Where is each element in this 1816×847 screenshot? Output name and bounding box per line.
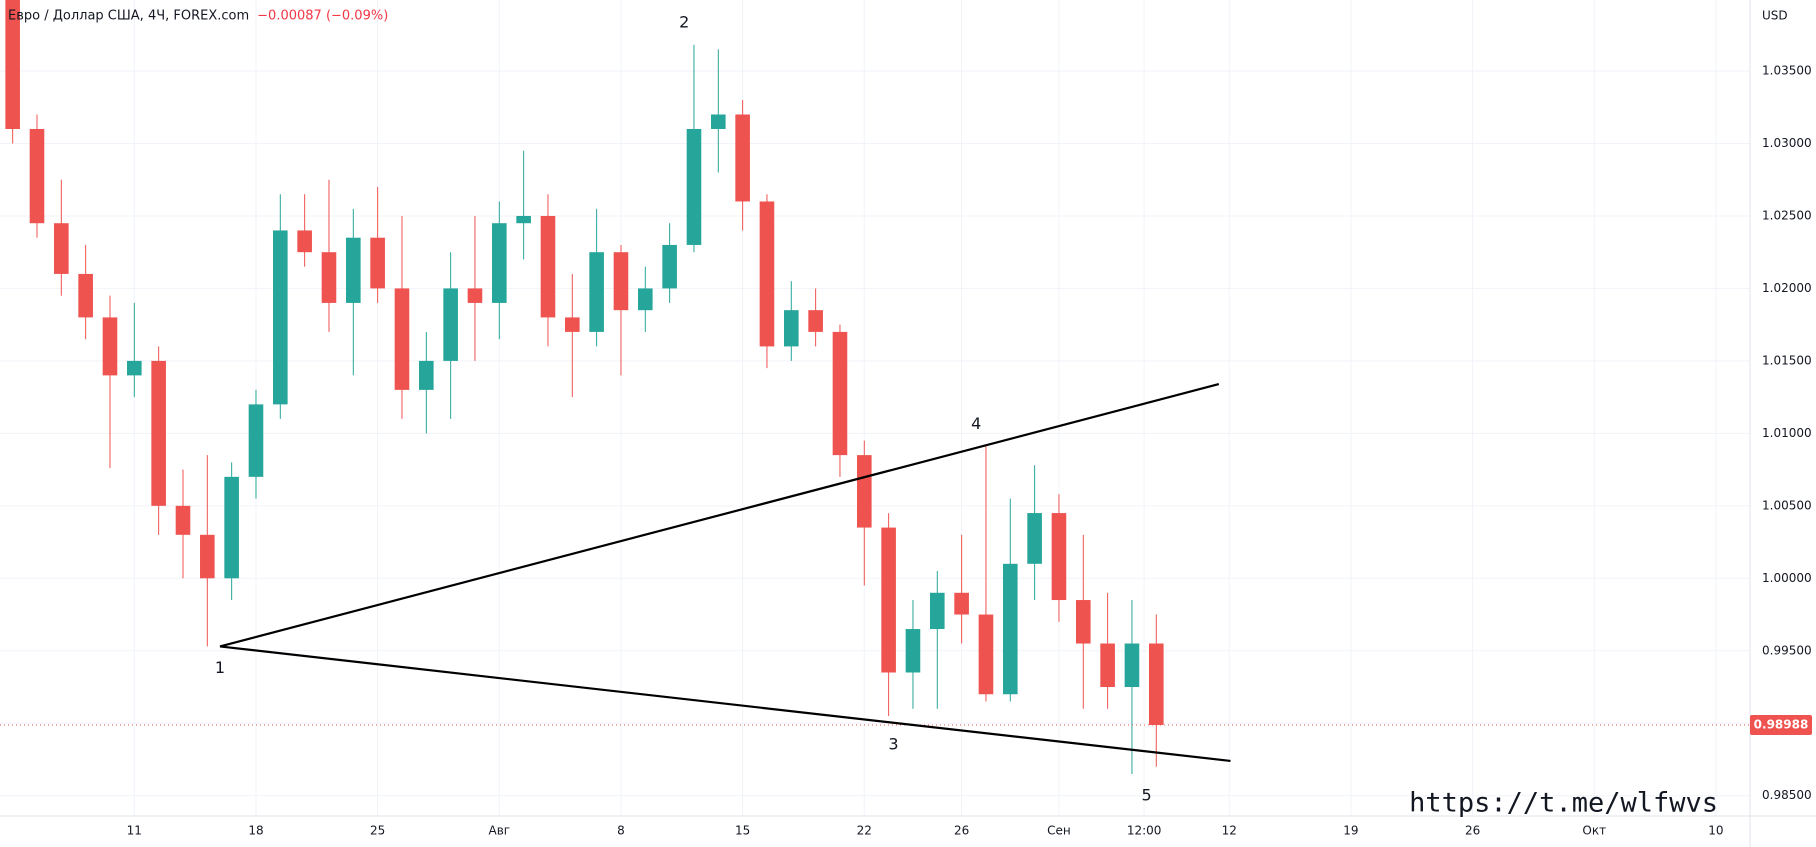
x-tick-label: 19: [1343, 824, 1358, 838]
x-tick-label: Окт: [1582, 824, 1606, 838]
x-tick-label: 8: [617, 824, 625, 838]
candle-body: [248, 404, 264, 477]
candle-body: [78, 273, 93, 318]
candle-body: [516, 215, 531, 224]
x-tick-label: 26: [1465, 824, 1480, 838]
candle-body: [1051, 513, 1067, 601]
candle-body: [102, 317, 118, 376]
x-tick-label: Сен: [1047, 824, 1071, 838]
candle-body: [832, 331, 848, 456]
x-tick-label: 22: [857, 824, 872, 838]
candle-body: [613, 252, 629, 311]
x-tick-label: 10: [1708, 824, 1723, 838]
candle-body: [443, 288, 458, 361]
y-tick-label: 1.03500: [1762, 64, 1812, 78]
candle-body: [662, 244, 677, 289]
candle-body: [54, 223, 69, 274]
y-tick-label: 0.99500: [1762, 643, 1812, 657]
wave-label: 3: [888, 735, 898, 754]
y-tick-label: 1.02500: [1762, 208, 1812, 222]
candle-body: [954, 592, 969, 615]
candle-body: [1148, 643, 1164, 725]
wave-label: 4: [971, 414, 981, 433]
candle-body: [224, 476, 239, 579]
candle-body: [638, 288, 653, 311]
y-tick-label: 1.01000: [1762, 426, 1812, 440]
watermark: https://t.me/wlfwvs: [1409, 788, 1718, 819]
y-tick-label: 1.03000: [1762, 136, 1812, 150]
x-tick-label: 25: [370, 824, 385, 838]
candle-body: [540, 215, 556, 318]
y-tick-label: 0.98500: [1762, 788, 1812, 802]
x-tick-label: 15: [735, 824, 750, 838]
last-price-label: 0.98988: [1754, 717, 1809, 731]
plot: [0, 0, 1750, 774]
candle-body: [297, 230, 312, 253]
candle-body: [346, 237, 361, 303]
candle-body: [710, 114, 726, 129]
y-tick-label: 1.00500: [1762, 498, 1812, 512]
y-tick-label: 1.02000: [1762, 281, 1812, 295]
candle-body: [929, 592, 945, 630]
candle-body: [565, 317, 580, 332]
wave-label: 1: [215, 658, 225, 677]
candle-body: [686, 128, 702, 245]
candle-body: [273, 230, 288, 405]
candle-body: [1027, 513, 1042, 564]
candle-body: [1075, 600, 1091, 644]
candle-body: [1002, 563, 1018, 695]
wave-label: 2: [679, 12, 689, 31]
candle-body: [29, 128, 45, 224]
candle-body: [808, 310, 823, 332]
y-tick-label: 1.01500: [1762, 353, 1812, 367]
candle-body: [492, 223, 507, 303]
y-tick-label: 1.00000: [1762, 571, 1812, 585]
candle-body: [419, 360, 434, 390]
candle-body: [467, 288, 483, 303]
x-tick-label: 12: [1222, 824, 1237, 838]
candle-body: [151, 360, 166, 506]
candle-body: [856, 455, 872, 528]
currency: USD: [1762, 9, 1788, 23]
candle-body: [1124, 643, 1140, 688]
x-tick-label: 12:00: [1127, 824, 1162, 838]
wave-label: 5: [1141, 785, 1151, 804]
candle-body: [881, 527, 896, 673]
x-tick-label: Авг: [489, 824, 511, 838]
candle-body: [321, 252, 337, 303]
x-tick-label: 11: [127, 824, 142, 838]
candle-body: [394, 288, 410, 390]
candle-body: [127, 360, 142, 376]
candle-body: [370, 237, 385, 289]
candle-body: [978, 614, 994, 695]
candle-body: [200, 534, 215, 579]
chart-title: Евро / Доллар США, 4Ч, FOREX.com: [8, 9, 249, 24]
last-price-box: [1750, 714, 1812, 735]
trend-line: [219, 383, 1220, 648]
trend-line: [219, 645, 1231, 763]
candle-body: [783, 310, 799, 347]
candle-body: [175, 505, 191, 535]
price-change: −0.00087 (−0.09%): [257, 9, 388, 24]
candle-body: [735, 114, 750, 202]
candle-body: [1100, 643, 1115, 688]
candle-body: [759, 201, 775, 347]
x-tick-label: 18: [248, 824, 263, 838]
candle-body: [905, 629, 921, 673]
x-tick-label: 26: [954, 824, 969, 838]
candle-body: [5, 0, 20, 129]
candle-body: [589, 252, 604, 332]
